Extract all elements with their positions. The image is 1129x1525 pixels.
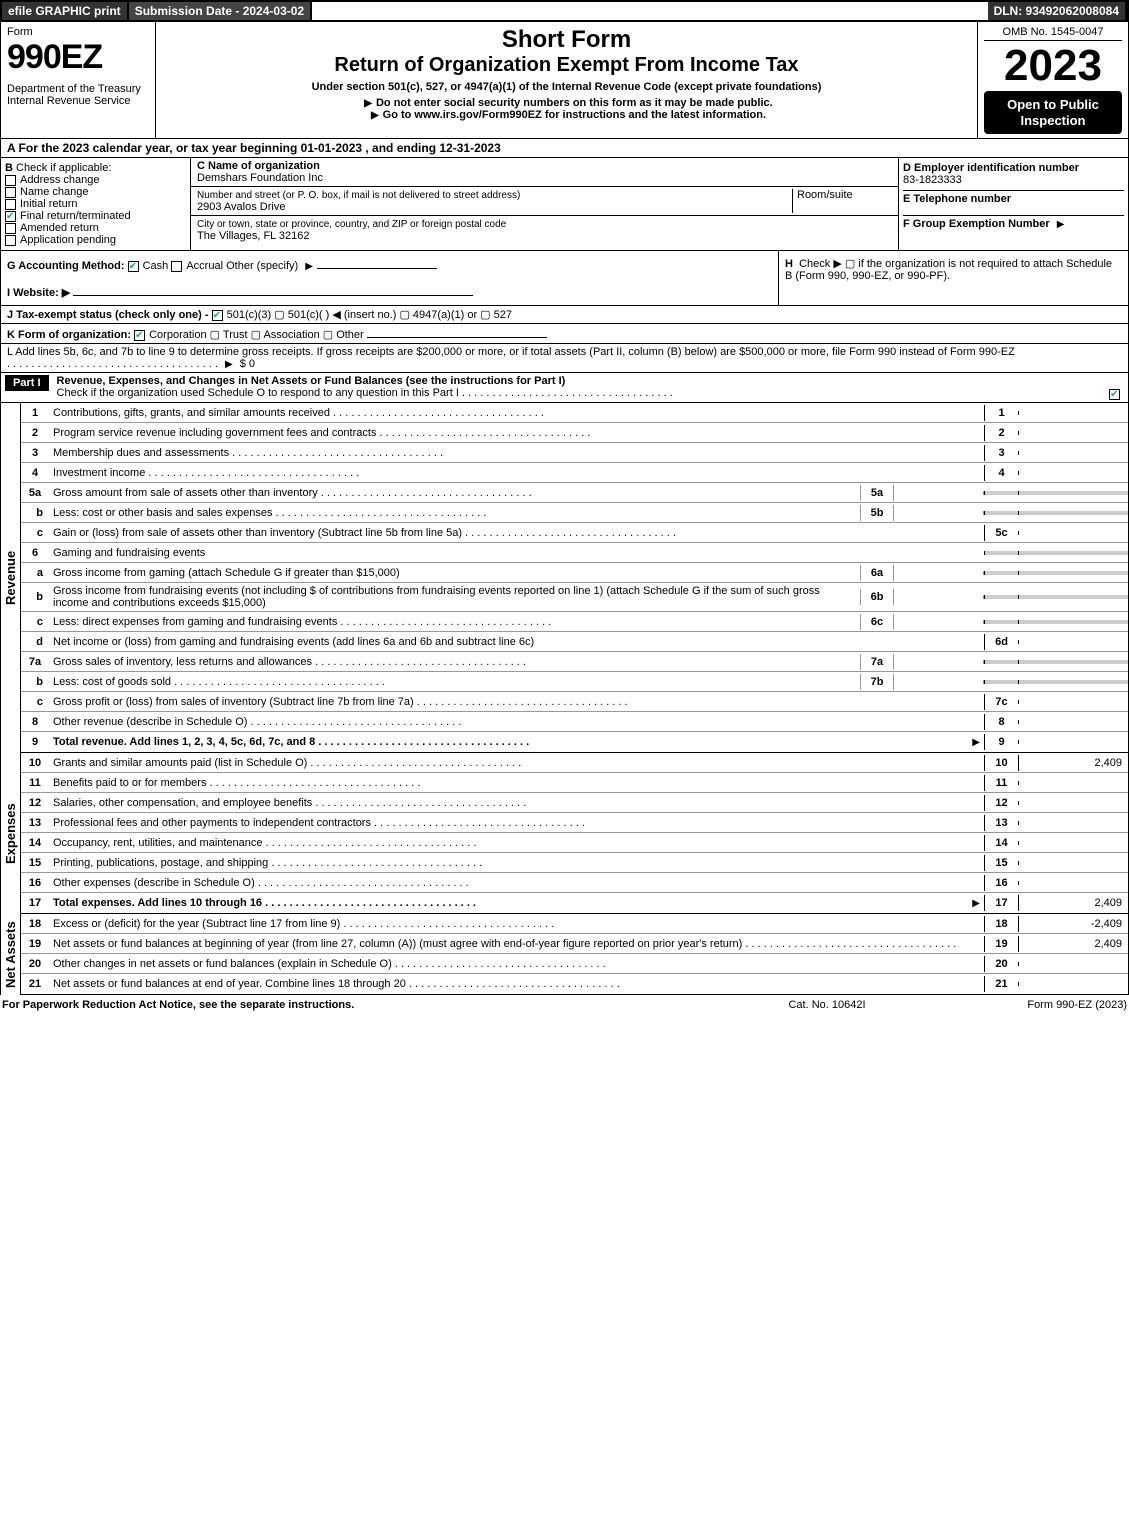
line-l: L Add lines 5b, 6c, and 7b to line 9 to … <box>0 344 1129 373</box>
line10-value: 2,409 <box>1018 755 1128 771</box>
g-col: G Accounting Method: Cash Accrual Other … <box>1 251 778 305</box>
footer-right: Form 990-EZ (2023) <box>927 999 1127 1011</box>
title-block: Form 990EZ Department of the Treasury In… <box>0 22 1129 139</box>
line19-value: 2,409 <box>1018 936 1128 952</box>
c-street-row: Number and street (or P. O. box, if mail… <box>191 187 898 216</box>
org-name: Demshars Foundation Inc <box>197 172 323 184</box>
check-application-pending[interactable] <box>5 235 16 246</box>
short-form: Short Form <box>162 26 971 54</box>
revenue-vlabel: Revenue <box>0 403 20 753</box>
part1-title: Revenue, Expenses, and Changes in Net As… <box>57 375 566 387</box>
l-amount: $ 0 <box>240 358 255 370</box>
netassets-section: Net Assets 18Excess or (deficit) for the… <box>0 914 1129 995</box>
part1-header: Part I Revenue, Expenses, and Changes in… <box>0 373 1129 403</box>
dln: DLN: 93492062008084 <box>988 2 1127 20</box>
footer-mid: Cat. No. 10642I <box>727 999 927 1011</box>
footer-left: For Paperwork Reduction Act Notice, see … <box>2 999 727 1011</box>
form-word: Form <box>7 26 149 38</box>
check-accrual[interactable] <box>171 261 182 272</box>
h-text: Check ▶ ▢ if the organization is not req… <box>785 258 1112 282</box>
note-goto: Go to www.irs.gov/Form990EZ for instruct… <box>162 109 971 121</box>
check-final-return[interactable] <box>5 211 16 222</box>
line-a: A For the 2023 calendar year, or tax yea… <box>0 139 1129 158</box>
note-ssn: Do not enter social security numbers on … <box>162 97 971 109</box>
d-label: D Employer identification number <box>903 162 1079 174</box>
open-to-public: Open to Public Inspection <box>984 91 1122 134</box>
revenue-section: Revenue 1Contributions, gifts, grants, a… <box>0 403 1129 753</box>
org-street: 2903 Avalos Drive <box>197 201 285 213</box>
subtitle: Under section 501(c), 527, or 4947(a)(1)… <box>162 81 971 93</box>
b-label: Check if applicable: <box>16 162 111 174</box>
return-title: Return of Organization Exempt From Incom… <box>162 54 971 77</box>
check-initial-return[interactable] <box>5 199 16 210</box>
line18-value: -2,409 <box>1018 916 1128 932</box>
expenses-section: Expenses 10Grants and similar amounts pa… <box>0 753 1129 914</box>
part1-check-text: Check if the organization used Schedule … <box>57 387 459 399</box>
line-k: K Form of organization: Corporation ▢ Tr… <box>0 324 1129 344</box>
section-bcdef: B Check if applicable: Address change Na… <box>0 158 1129 251</box>
org-city: The Villages, FL 32162 <box>197 230 310 242</box>
submission-date: Submission Date - 2024-03-02 <box>129 2 312 20</box>
ein: 83-1823333 <box>903 174 962 186</box>
c-city-row: City or town, state or province, country… <box>191 216 898 244</box>
room-suite: Room/suite <box>792 189 892 213</box>
title-col: Short Form Return of Organization Exempt… <box>156 22 978 138</box>
def-column: D Employer identification number 83-1823… <box>898 158 1128 250</box>
year-col: OMB No. 1545-0047 2023 Open to Public In… <box>978 22 1128 138</box>
tax-year: 2023 <box>984 41 1122 91</box>
arrow-icon <box>968 897 984 909</box>
check-name-change[interactable] <box>5 187 16 198</box>
check-corporation[interactable] <box>134 330 145 341</box>
line17-value: 2,409 <box>1018 895 1128 911</box>
check-address-change[interactable] <box>5 175 16 186</box>
dept-treasury: Department of the Treasury <box>7 83 149 95</box>
i-website: I Website: ▶ <box>7 287 70 299</box>
omb-no: OMB No. 1545-0047 <box>984 26 1122 41</box>
check-501c3[interactable] <box>212 310 223 321</box>
b-column: B Check if applicable: Address change Na… <box>1 158 191 250</box>
line-j: J Tax-exempt status (check only one) - 5… <box>0 306 1129 324</box>
form-id-col: Form 990EZ Department of the Treasury In… <box>1 22 156 138</box>
expenses-vlabel: Expenses <box>0 753 20 914</box>
form-number: 990EZ <box>7 38 149 77</box>
check-schedule-o[interactable] <box>1109 389 1120 400</box>
arrow-icon <box>968 736 984 748</box>
efile-label: efile GRAPHIC print <box>2 2 129 20</box>
page-footer: For Paperwork Reduction Act Notice, see … <box>0 995 1129 1015</box>
h-col: H Check ▶ ▢ if the organization is not r… <box>778 251 1128 305</box>
header-bar: efile GRAPHIC print Submission Date - 20… <box>0 0 1129 22</box>
cde-column: C Name of organization Demshars Foundati… <box>191 158 898 250</box>
check-cash[interactable] <box>128 261 139 272</box>
f-label: F Group Exemption Number <box>903 218 1050 230</box>
part1-label: Part I <box>5 375 49 391</box>
irs-label: Internal Revenue Service <box>7 95 149 107</box>
netassets-vlabel: Net Assets <box>0 914 20 995</box>
check-amended-return[interactable] <box>5 223 16 234</box>
e-label: E Telephone number <box>903 193 1011 205</box>
c-name-row: C Name of organization Demshars Foundati… <box>191 158 898 187</box>
gh-row: G Accounting Method: Cash Accrual Other … <box>0 251 1129 306</box>
form-990ez-page: efile GRAPHIC print Submission Date - 20… <box>0 0 1129 1015</box>
